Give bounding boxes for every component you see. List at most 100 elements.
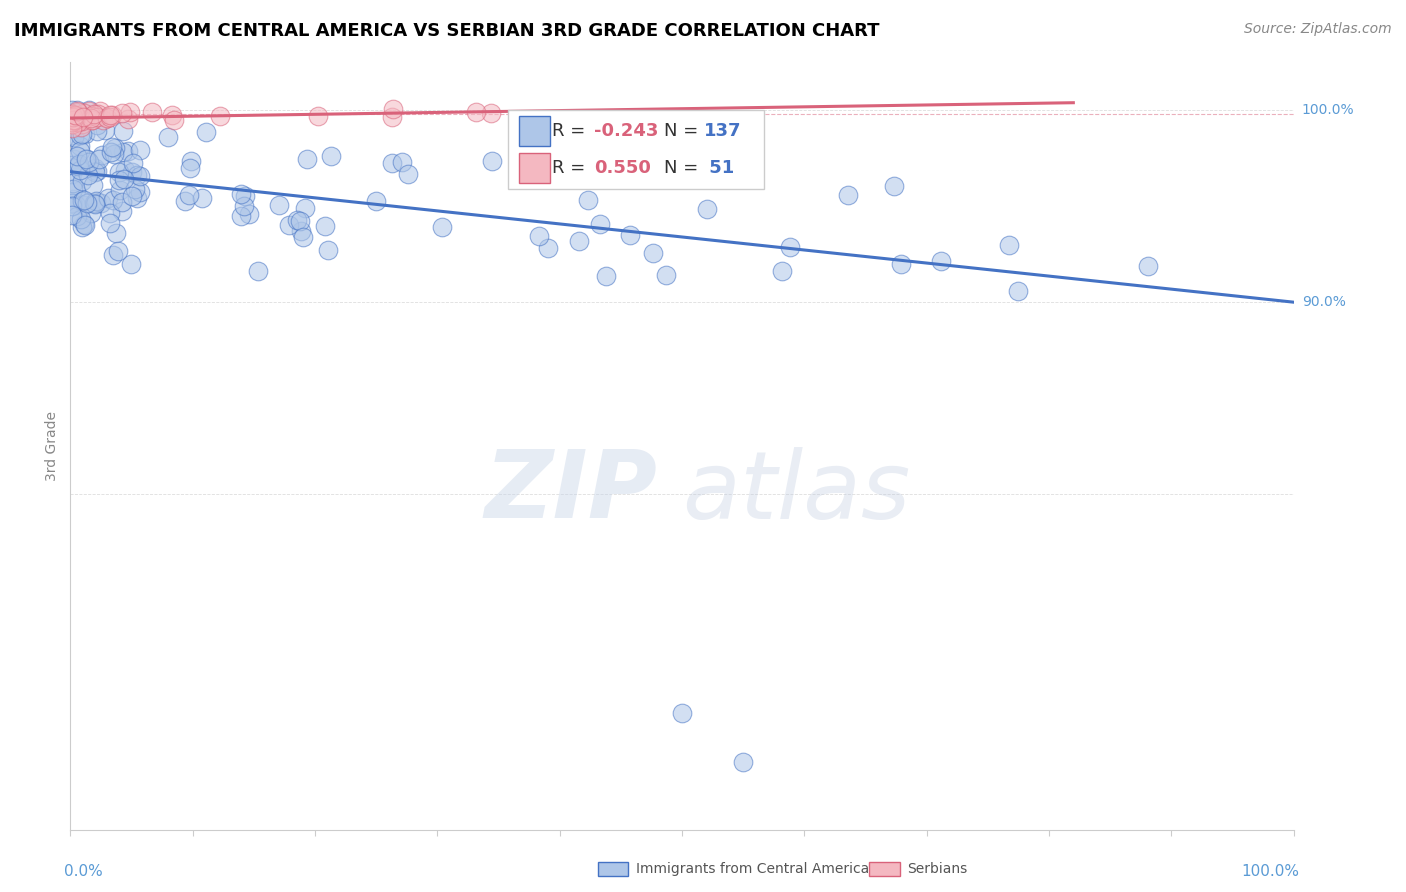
Text: R =: R = [551, 159, 591, 178]
Point [890, 257, 912, 271]
Point [589, 218, 612, 232]
Point [69, 112, 91, 126]
Point [481, 153, 503, 168]
Point [430, 220, 453, 235]
Point [568, 234, 591, 248]
Point [96, 112, 118, 126]
Point [86, 118, 108, 132]
Point [285, 213, 308, 227]
Point [233, 189, 256, 203]
Text: N =: N = [664, 122, 704, 140]
Point [62, 120, 84, 134]
Point [238, 207, 260, 221]
Point [66, 104, 89, 119]
Point [103, 141, 125, 155]
Point [84, 197, 107, 211]
Point [62, 113, 84, 128]
Point [127, 168, 149, 182]
Point [117, 112, 139, 126]
Point [82, 113, 104, 128]
Point [66, 159, 89, 173]
Point [62, 192, 84, 206]
Text: N =: N = [664, 159, 704, 178]
Point [655, 268, 678, 283]
Point [87, 107, 110, 121]
Point [391, 155, 413, 169]
Point [70, 194, 93, 208]
Point [84, 161, 107, 175]
Point [60, 103, 83, 118]
Text: 0.550: 0.550 [593, 159, 651, 178]
Point [79, 103, 101, 118]
Text: R =: R = [551, 122, 591, 140]
Point [112, 145, 135, 159]
Point [576, 194, 599, 208]
Point [83, 107, 105, 121]
Text: atlas: atlas [682, 447, 910, 538]
Point [98, 216, 121, 230]
Point [883, 178, 905, 193]
Point [62, 176, 84, 190]
Text: 0.0%: 0.0% [65, 864, 103, 880]
Point [129, 169, 152, 184]
Point [60, 114, 83, 128]
Point [67, 112, 90, 127]
Point [105, 226, 128, 240]
Point [89, 152, 111, 166]
Point [163, 113, 186, 128]
Point [69, 162, 91, 177]
Point [66, 158, 89, 172]
Point [307, 109, 329, 123]
Point [75, 218, 97, 232]
Point [111, 204, 134, 219]
Text: 51: 51 [703, 159, 735, 178]
Point [80, 113, 103, 128]
Point [121, 165, 143, 179]
Point [60, 121, 83, 136]
Point [67, 111, 90, 125]
Text: IMMIGRANTS FROM CENTRAL AMERICA VS SERBIAN 3RD GRADE CORRELATION CHART: IMMIGRANTS FROM CENTRAL AMERICA VS SERBI… [14, 22, 880, 40]
Point [60, 196, 83, 211]
Point [536, 241, 558, 255]
Text: 100.0%: 100.0% [1302, 103, 1354, 118]
Point [382, 102, 405, 116]
Point [125, 191, 148, 205]
Point [110, 195, 132, 210]
Point [100, 145, 122, 160]
Point [232, 198, 254, 212]
Point [77, 104, 100, 119]
Point [101, 193, 124, 207]
Point [295, 152, 318, 166]
Point [160, 108, 183, 122]
Point [66, 110, 89, 124]
Point [65, 197, 87, 211]
Point [82, 178, 104, 193]
Point [80, 111, 103, 125]
Point [595, 268, 617, 283]
Point [60, 208, 83, 222]
Point [76, 195, 98, 210]
Point [229, 210, 252, 224]
Point [60, 117, 83, 131]
Point [98, 205, 121, 219]
Text: 100.0%: 100.0% [1241, 864, 1299, 880]
Text: 90.0%: 90.0% [1302, 295, 1346, 310]
Point [60, 109, 83, 123]
Text: -0.243: -0.243 [593, 122, 658, 140]
Point [1136, 260, 1159, 274]
Point [174, 194, 197, 209]
Point [733, 756, 755, 770]
Point [62, 110, 84, 124]
Point [231, 186, 253, 201]
Point [209, 109, 232, 123]
Point [66, 149, 89, 163]
Point [69, 128, 91, 143]
Point [89, 104, 111, 119]
Point [65, 183, 87, 197]
Point [101, 247, 124, 261]
Point [70, 117, 93, 131]
Point [84, 194, 107, 209]
Point [931, 254, 953, 268]
Point [80, 206, 103, 220]
Point [366, 194, 388, 208]
